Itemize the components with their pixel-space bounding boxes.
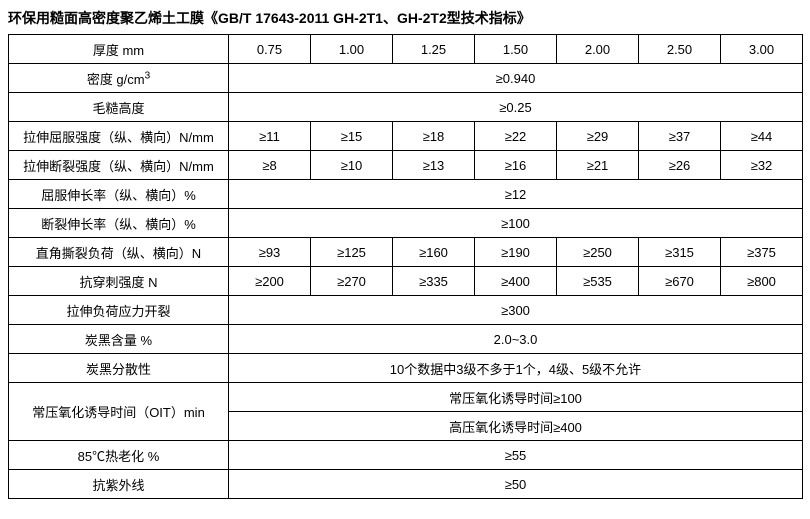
cell-value: 1.25 [393, 35, 475, 64]
row-span-value: 10个数据中3级不多于1个，4级、5级不允许 [229, 354, 803, 383]
cell-value: ≥160 [393, 238, 475, 267]
cell-value: ≥125 [311, 238, 393, 267]
row-label: 炭黑含量 % [9, 325, 229, 354]
row-label: 抗紫外线 [9, 470, 229, 499]
table-row: 断裂伸长率（纵、横向）%≥100 [9, 209, 803, 238]
row-span-value: ≥55 [229, 441, 803, 470]
table-title: 环保用糙面高密度聚乙烯土工膜《GB/T 17643-2011 GH-2T1、GH… [8, 8, 802, 28]
table-row: 拉伸负荷应力开裂≥300 [9, 296, 803, 325]
cell-value: ≥400 [475, 267, 557, 296]
row-label: 屈服伸长率（纵、横向）% [9, 180, 229, 209]
row-label: 毛糙高度 [9, 93, 229, 122]
cell-value: ≥800 [721, 267, 803, 296]
cell-value: ≥13 [393, 151, 475, 180]
table-row: 常压氧化诱导时间（OIT）min常压氧化诱导时间≥100 [9, 383, 803, 412]
table-row: 厚度 mm0.751.001.251.502.002.503.00 [9, 35, 803, 64]
row-label: 拉伸断裂强度（纵、横向）N/mm [9, 151, 229, 180]
row-span-value: 2.0~3.0 [229, 325, 803, 354]
cell-value: ≥11 [229, 122, 311, 151]
cell-value: 3.00 [721, 35, 803, 64]
row-label: 拉伸负荷应力开裂 [9, 296, 229, 325]
row-label: 常压氧化诱导时间（OIT）min [9, 383, 229, 441]
cell-value: ≥8 [229, 151, 311, 180]
table-row: 抗穿刺强度 N≥200≥270≥335≥400≥535≥670≥800 [9, 267, 803, 296]
table-row: 拉伸断裂强度（纵、横向）N/mm≥8≥10≥13≥16≥21≥26≥32 [9, 151, 803, 180]
row-span-value: ≥300 [229, 296, 803, 325]
row-label: 直角撕裂负荷（纵、横向）N [9, 238, 229, 267]
row-span-value: 常压氧化诱导时间≥100 [229, 383, 803, 412]
row-span-value: ≥50 [229, 470, 803, 499]
cell-value: ≥22 [475, 122, 557, 151]
table-row: 密度 g/cm3≥0.940 [9, 64, 803, 93]
table-row: 85℃热老化 %≥55 [9, 441, 803, 470]
cell-value: ≥93 [229, 238, 311, 267]
cell-value: ≥190 [475, 238, 557, 267]
cell-value: ≥44 [721, 122, 803, 151]
cell-value: ≥535 [557, 267, 639, 296]
row-span-value: ≥0.940 [229, 64, 803, 93]
cell-value: 2.50 [639, 35, 721, 64]
cell-value: ≥29 [557, 122, 639, 151]
cell-value: ≥670 [639, 267, 721, 296]
cell-value: ≥16 [475, 151, 557, 180]
row-label: 断裂伸长率（纵、横向）% [9, 209, 229, 238]
cell-value: ≥270 [311, 267, 393, 296]
cell-value: ≥375 [721, 238, 803, 267]
cell-value: ≥10 [311, 151, 393, 180]
table-row: 拉伸屈服强度（纵、横向）N/mm≥11≥15≥18≥22≥29≥37≥44 [9, 122, 803, 151]
cell-value: ≥32 [721, 151, 803, 180]
cell-value: ≥200 [229, 267, 311, 296]
row-span-value: ≥100 [229, 209, 803, 238]
cell-value: ≥26 [639, 151, 721, 180]
spec-table: 厚度 mm0.751.001.251.502.002.503.00密度 g/cm… [8, 34, 803, 499]
cell-value: ≥315 [639, 238, 721, 267]
cell-value: ≥335 [393, 267, 475, 296]
cell-value: ≥250 [557, 238, 639, 267]
row-label: 85℃热老化 % [9, 441, 229, 470]
table-row: 炭黑分散性10个数据中3级不多于1个，4级、5级不允许 [9, 354, 803, 383]
row-span-value: 高压氧化诱导时间≥400 [229, 412, 803, 441]
cell-value: ≥21 [557, 151, 639, 180]
row-span-value: ≥0.25 [229, 93, 803, 122]
table-row: 炭黑含量 %2.0~3.0 [9, 325, 803, 354]
table-row: 直角撕裂负荷（纵、横向）N≥93≥125≥160≥190≥250≥315≥375 [9, 238, 803, 267]
row-label: 厚度 mm [9, 35, 229, 64]
cell-value: 0.75 [229, 35, 311, 64]
row-label: 拉伸屈服强度（纵、横向）N/mm [9, 122, 229, 151]
table-row: 屈服伸长率（纵、横向）%≥12 [9, 180, 803, 209]
row-label: 抗穿刺强度 N [9, 267, 229, 296]
cell-value: 1.50 [475, 35, 557, 64]
table-row: 抗紫外线≥50 [9, 470, 803, 499]
cell-value: 1.00 [311, 35, 393, 64]
row-label: 炭黑分散性 [9, 354, 229, 383]
table-row: 毛糙高度≥0.25 [9, 93, 803, 122]
cell-value: ≥18 [393, 122, 475, 151]
row-label: 密度 g/cm3 [9, 64, 229, 93]
cell-value: ≥15 [311, 122, 393, 151]
cell-value: 2.00 [557, 35, 639, 64]
row-span-value: ≥12 [229, 180, 803, 209]
cell-value: ≥37 [639, 122, 721, 151]
